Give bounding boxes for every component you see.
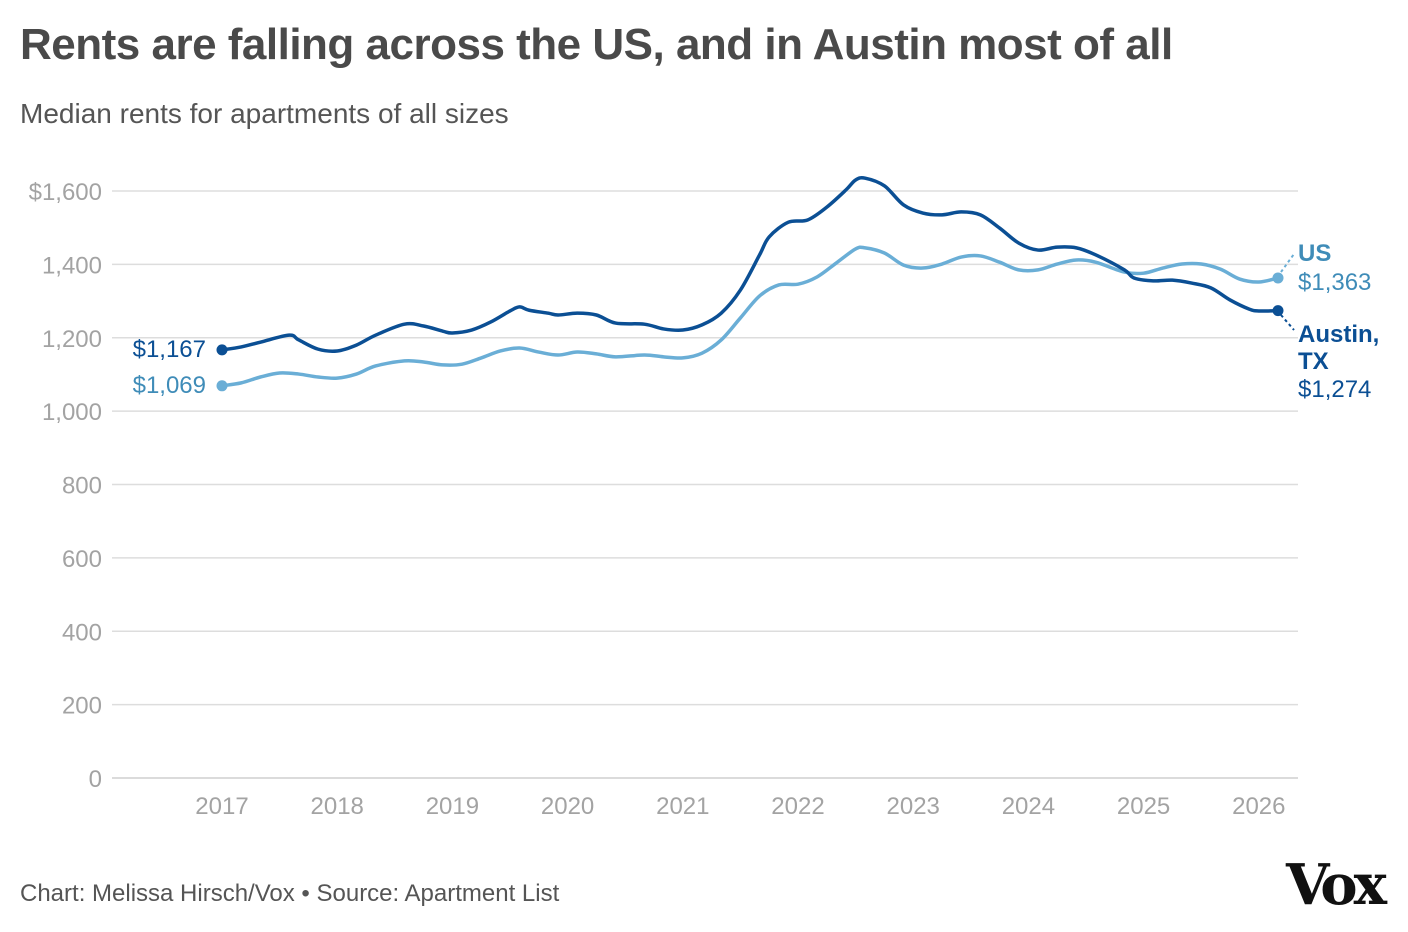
y-tick-label: 1,000 [42,399,102,426]
series-lines [216,176,1284,392]
y-axis-ticks: $1,600 1,400 1,200 1,000 800 600 400 200 0 [29,179,102,793]
austin-tx-start-point [216,344,228,356]
us-name-label: US [1298,240,1331,267]
us-start-point [216,380,228,392]
chart-title: Rents are falling across the US, and in … [20,20,1173,69]
y-tick-label: 1,400 [42,252,102,279]
y-tick-label: 0 [89,766,102,793]
vox-logo: Vox [1286,852,1387,918]
x-tick-label: 2022 [771,793,824,820]
us-end-point [1272,272,1284,284]
x-axis-ticks: 2017 2018 2019 2020 2021 2022 2023 2024 2025 2026 [195,793,1285,820]
y-tick-label: 800 [62,473,102,500]
austin-tx-line [220,176,1280,353]
austin-start-label: $1,167 [133,336,206,363]
austin-end-label: $1,274 [1298,376,1371,403]
x-tick-label: 2019 [426,793,479,820]
austin-leader-line [1280,314,1295,331]
austin-name-label-line2: TX [1298,348,1329,375]
y-tick-label: 1,200 [42,326,102,353]
x-tick-label: 2023 [887,793,940,820]
x-tick-label: 2018 [311,793,364,820]
y-tick-label: 600 [62,546,102,573]
chart-subtitle: Median rents for apartments of all sizes [20,98,509,129]
us-start-label: $1,069 [133,372,206,399]
x-tick-label: 2026 [1232,793,1285,820]
y-tick-label: 200 [62,693,102,720]
austin-name-label-line1: Austin, [1298,321,1379,348]
x-tick-label: 2021 [656,793,709,820]
y-tick-label: $1,600 [29,179,102,206]
us-leader-line [1280,253,1295,273]
x-tick-label: 2024 [1002,793,1055,820]
x-tick-label: 2020 [541,793,594,820]
us-end-label: $1,363 [1298,269,1371,296]
x-tick-label: 2017 [195,793,248,820]
y-tick-label: 400 [62,619,102,646]
x-tick-label: 2025 [1117,793,1170,820]
chart-credit: Chart: Melissa Hirsch/Vox • Source: Apar… [20,880,560,907]
us-line [220,245,1280,388]
gridlines [112,190,1298,779]
austin-tx-end-point [1272,305,1284,317]
annotations: $1,167 $1,069 US $1,363 Austin, TX $1,27… [133,240,1380,403]
